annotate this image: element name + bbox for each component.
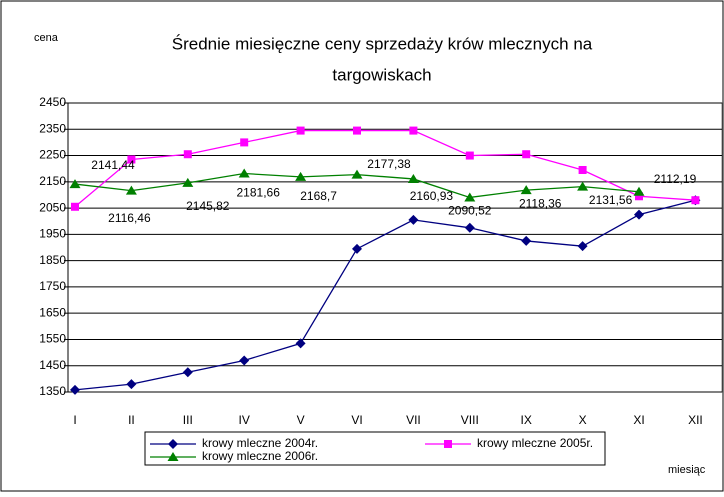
x-tick-label: II <box>128 413 135 427</box>
legend <box>144 431 606 466</box>
data-point <box>578 165 587 174</box>
legend-label: krowy mleczne 2004r. <box>202 436 318 450</box>
data-label: 2090,52 <box>448 204 492 218</box>
y-tick-label: 1850 <box>39 253 66 267</box>
x-tick-label: VI <box>351 413 362 427</box>
y-tick-label: 2150 <box>39 174 66 188</box>
data-point <box>295 171 307 181</box>
plot-area <box>67 102 723 393</box>
data-point <box>522 150 531 159</box>
y-tick-label: 1450 <box>39 358 66 372</box>
x-tick-label: XI <box>633 413 644 427</box>
data-point <box>464 192 476 202</box>
data-point <box>126 379 137 390</box>
data-point <box>521 235 532 246</box>
y-tick-label: 2450 <box>39 95 66 109</box>
legend-marker <box>444 440 452 448</box>
chart-title: targowiskach <box>332 65 431 84</box>
y-tick-label: 1550 <box>39 332 66 346</box>
x-tick-label: III <box>183 413 193 427</box>
data-label: 2168,7 <box>300 189 337 203</box>
data-point <box>464 222 475 233</box>
y-tick-label: 2250 <box>39 148 66 162</box>
data-point <box>353 126 361 135</box>
data-point <box>520 185 532 195</box>
data-point <box>183 150 192 159</box>
chart-title: Średnie miesięczne ceny sprzedaży krów m… <box>172 34 593 53</box>
y-tick-label: 1750 <box>39 279 66 293</box>
series-line <box>74 129 696 208</box>
data-label: 2160,93 <box>410 189 454 203</box>
data-point <box>577 181 589 191</box>
data-label: 2118,36 <box>519 196 562 210</box>
legend-marker <box>168 439 178 449</box>
series-line <box>74 199 696 391</box>
data-point <box>352 243 362 254</box>
data-point <box>71 202 79 211</box>
data-point <box>240 138 249 147</box>
x-tick-label: VII <box>406 413 421 427</box>
x-axis-label: miesiąc <box>668 464 706 476</box>
data-point <box>70 384 80 395</box>
y-tick-label: 1350 <box>39 384 66 398</box>
x-tick-label: VIII <box>461 413 479 427</box>
x-tick-label: I <box>73 413 76 427</box>
x-tick-label: V <box>297 413 305 427</box>
legend-marker <box>167 452 179 461</box>
data-point <box>238 168 250 178</box>
x-tick-label: IX <box>521 413 532 427</box>
data-point <box>295 338 306 349</box>
data-point <box>408 214 419 225</box>
data-label: 2131,56 <box>589 193 633 207</box>
data-label: 2145,82 <box>186 199 230 213</box>
data-label: 2112,19 <box>654 172 697 186</box>
data-point <box>182 367 193 378</box>
data-point <box>239 355 250 366</box>
data-point <box>127 155 136 164</box>
data-point <box>634 209 644 220</box>
y-axis-label: cena <box>34 32 59 44</box>
data-point <box>69 179 81 189</box>
y-tick-label: 2050 <box>39 200 66 214</box>
y-tick-label: 2350 <box>39 121 66 135</box>
data-point <box>182 177 194 187</box>
data-point <box>125 185 137 195</box>
x-tick-label: IV <box>239 413 250 427</box>
data-label: 2141,44 <box>91 158 135 172</box>
data-point <box>296 126 305 135</box>
data-point <box>633 186 645 196</box>
y-tick-label: 1650 <box>39 305 66 319</box>
data-label: 2177,38 <box>367 157 411 171</box>
data-point <box>351 169 363 179</box>
data-point <box>409 126 418 135</box>
x-tick-label: X <box>579 413 587 427</box>
data-point <box>407 173 419 183</box>
data-label: 2116,46 <box>108 211 151 225</box>
data-point <box>635 192 643 201</box>
y-tick-label: 1950 <box>39 227 66 241</box>
legend-label: krowy mleczne 2006r. <box>202 449 318 463</box>
data-point <box>691 196 700 205</box>
data-label: 2181,66 <box>237 186 281 200</box>
data-point <box>465 151 474 160</box>
x-tick-label: XII <box>688 413 703 427</box>
data-point <box>577 241 588 252</box>
legend-label: krowy mleczne 2005r. <box>477 436 593 450</box>
